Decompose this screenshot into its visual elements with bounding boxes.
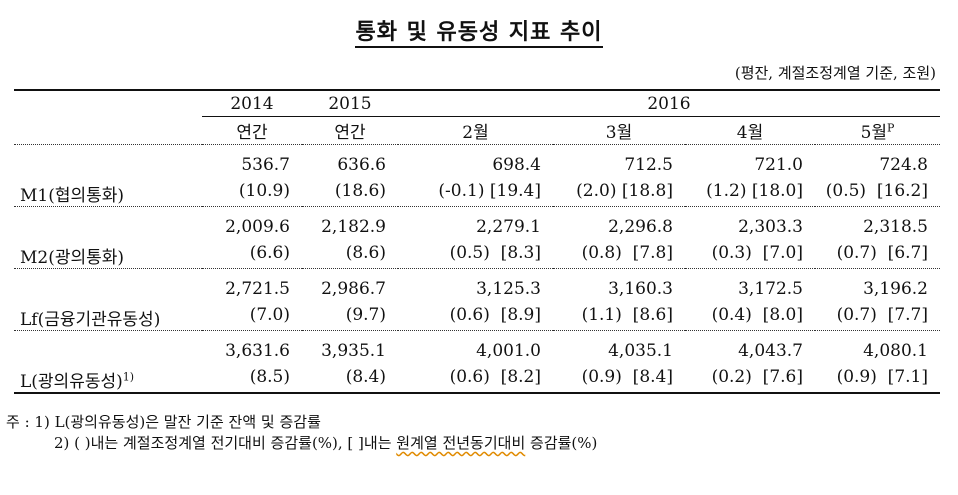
value-cell: 2,279.1 [476,217,541,237]
change-cell: (8.5) [202,361,302,394]
table-row-change: (7.0) (9.7) (0.6) [8.9] (1.1) [8.6] (0.4) [8… [14,299,940,331]
change-cell: (8.4) [302,361,398,394]
header-period: 연간 [302,116,398,145]
value-cell: 721.0 [754,155,803,175]
change-cell: (0.3) [7.0] [685,237,815,269]
change-cell: (0.5) [16.2] [815,175,940,207]
table-row: Lf(금융기관유동성) 2,721.5 2,986.7 3,125.3 3,160.3 3… [14,268,940,331]
header-year-2015: 2015 [302,89,398,117]
table-row-change: (8.5) (8.4) (0.6) [8.2] (0.9) [8.4] (0.2) [7… [14,361,940,394]
header-year-2016: 2016 [398,89,940,117]
value-cell: 3,196.2 [863,279,928,299]
value-cell: 2,009.6 [225,217,290,237]
change-cell: (0.5) [8.3] [398,237,553,269]
change-cell: (6.6) [202,237,302,269]
value-cell: 3,172.5 [738,279,803,299]
value-cell: 2,986.7 [321,279,386,299]
header-row-periods: 연간 연간 2월 3월 4월 5월P [14,116,940,145]
header-row-years: 2014 2015 2016 [14,89,940,117]
table-row: M1(협의통화) 536.7 636.6 698.4 712.5 721.0 724.8 [14,144,940,207]
header-period: 4월 [685,116,815,145]
change-cell: (0.9) [8.4] [553,361,685,394]
header-period-may: 5월P [815,116,940,145]
change-cell: (1.2) [18.0] [685,175,815,207]
change-cell: (9.7) [302,299,398,331]
row-label: M1(협의통화) [14,144,202,207]
value-cell: 536.7 [241,155,290,175]
preliminary-mark: P [887,121,895,135]
value-cell: 2,318.5 [863,217,928,237]
value-cell: 3,631.6 [225,341,290,361]
change-cell: (0.8) [7.8] [553,237,685,269]
header-period: 2월 [398,116,553,145]
change-cell: (0.2) [7.6] [685,361,815,394]
value-cell: 4,001.0 [476,341,541,361]
change-cell: (18.6) [302,175,398,207]
change-cell: (8.6) [302,237,398,269]
table-row: L(광의유동성)1) 3,631.6 3,935.1 4,001.0 4,035.1 4,… [14,330,940,394]
value-cell: 3,125.3 [476,279,541,299]
table-row-change: (6.6) (8.6) (0.5) [8.3] (0.8) [7.8] (0.3) [7… [14,237,940,269]
value-cell: 636.6 [337,155,386,175]
header-year-2014: 2014 [202,89,302,117]
unit-label: (평잔, 계절조정계열 기준, 조원) [734,64,936,82]
value-cell: 712.5 [624,155,673,175]
value-cell: 4,080.1 [863,341,928,361]
value-cell: 698.4 [492,155,541,175]
value-cell: 2,303.3 [738,217,803,237]
table-row-change: (10.9) (18.6) (-0.1) [19.4] (2.0) [18.8] (1.… [14,175,940,207]
value-cell: 3,935.1 [321,341,386,361]
note-2-tail: 증감률(%) [525,434,598,452]
value-cell: 4,043.7 [738,341,803,361]
table-row: M2(광의통화) 2,009.6 2,182.9 2,279.1 2,296.8 2,30… [14,206,940,269]
value-cell: 2,296.8 [608,217,673,237]
value-cell: 4,035.1 [608,341,673,361]
liquidity-table: 2014 2015 2016 연간 연간 2월 3월 4월 5월P M1(협의통… [14,89,940,394]
value-cell: 2,721.5 [225,279,290,299]
row-label: M2(광의통화) [14,206,202,269]
page-title: 통화 및 유동성 지표 추이 [0,14,958,48]
change-cell: (0.6) [8.9] [398,299,553,331]
change-cell: (0.4) [8.0] [685,299,815,331]
header-period: 3월 [553,116,685,145]
row-label: L(광의유동성)1) [14,330,202,394]
change-cell: (10.9) [202,175,302,207]
footnotes: 주 : 1) L(광의유동성)은 말잔 기준 잔액 및 증감률 2) ( )내는… [6,412,597,454]
note-2-emphasis: 원계열 전년동기대비 [396,434,526,452]
change-cell: (-0.1) [19.4] [398,175,553,207]
value-cell: 3,160.3 [608,279,673,299]
note-2: 2) ( )내는 계절조정계열 전기대비 증감률(%), [ ]내는 [54,434,397,452]
value-cell: 724.8 [879,155,928,175]
change-cell: (2.0) [18.8] [553,175,685,207]
change-cell: (0.7) [7.7] [815,299,940,331]
change-cell: (7.0) [202,299,302,331]
note-1: 1) L(광의유동성)은 말잔 기준 잔액 및 증감률 [34,413,321,431]
header-period: 연간 [202,116,302,145]
change-cell: (1.1) [8.6] [553,299,685,331]
row-label: Lf(금융기관유동성) [14,268,202,331]
value-cell: 2,182.9 [321,217,386,237]
notes-prefix: 주 : [6,413,30,431]
change-cell: (0.9) [7.1] [815,361,940,394]
change-cell: (0.6) [8.2] [398,361,553,394]
change-cell: (0.7) [6.7] [815,237,940,269]
